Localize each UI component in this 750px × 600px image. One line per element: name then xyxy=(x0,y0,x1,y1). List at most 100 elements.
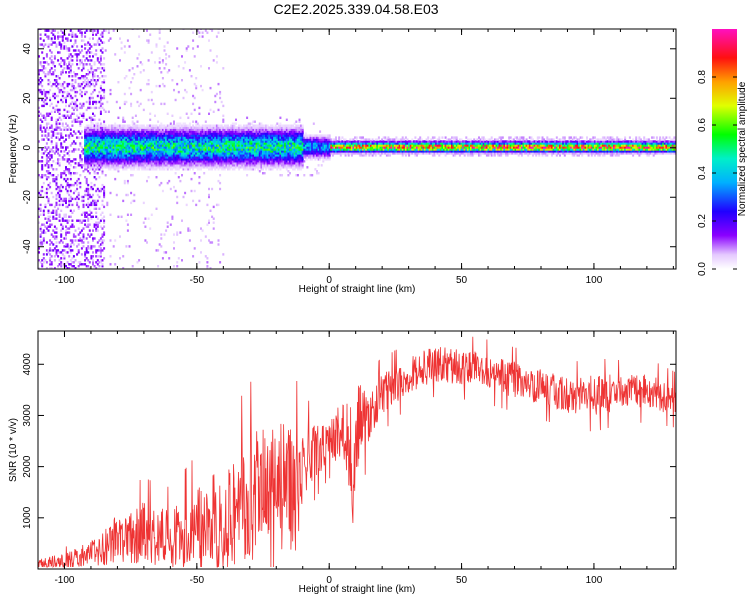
heatmap-cell xyxy=(47,114,50,117)
heatmap-cell xyxy=(281,124,283,127)
heatmap-cell xyxy=(244,148,247,151)
heatmap-cell xyxy=(227,124,229,127)
heatmap-cell xyxy=(39,112,42,115)
heatmap-cell xyxy=(171,158,174,161)
heatmap-cell xyxy=(109,191,112,195)
heatmap-cell xyxy=(165,144,168,147)
heatmap-cell xyxy=(274,132,277,135)
heatmap-cell xyxy=(119,128,121,131)
heatmap-cell xyxy=(131,265,134,268)
heatmap-cell xyxy=(115,138,118,141)
heatmap-cell xyxy=(138,128,141,131)
heatmap-cell xyxy=(84,59,87,62)
heatmap-cell xyxy=(122,124,125,127)
heatmap-cell xyxy=(60,65,63,68)
heatmap-cell xyxy=(271,166,274,169)
heatmap-cell xyxy=(287,170,290,173)
heatmap-cell xyxy=(163,154,166,157)
heatmap-cell xyxy=(58,158,61,161)
heatmap-cell xyxy=(98,37,101,40)
heatmap-cell xyxy=(106,148,109,151)
heatmap-cell xyxy=(208,126,210,129)
heatmap-cell xyxy=(311,156,314,159)
heatmap-cell xyxy=(58,187,61,191)
heatmap-cell xyxy=(161,138,164,141)
heatmap-cell xyxy=(79,164,82,167)
heatmap-cell xyxy=(166,71,169,74)
heatmap-cell xyxy=(42,253,45,256)
heatmap-cell xyxy=(65,219,67,222)
heatmap-cell xyxy=(266,146,269,149)
heatmap-cell xyxy=(269,138,272,141)
heatmap-cell xyxy=(122,199,125,203)
heatmap-cell xyxy=(187,132,190,135)
heatmap-cell xyxy=(45,55,48,58)
heatmap-cell xyxy=(68,168,71,171)
heatmap-cell xyxy=(219,187,222,191)
heatmap-cell xyxy=(187,136,190,139)
heatmap-cell xyxy=(63,140,66,143)
heatmap-cell xyxy=(92,140,94,143)
heatmap-cell xyxy=(147,160,150,163)
heatmap-cell xyxy=(179,156,182,159)
heatmap-cell xyxy=(225,164,228,167)
heatmap-cell xyxy=(208,187,210,191)
heatmap-cell xyxy=(289,158,291,161)
heatmap-cell xyxy=(99,189,102,193)
heatmap-cell xyxy=(95,136,98,139)
heatmap-cell xyxy=(193,154,196,157)
heatmap-cell xyxy=(293,168,296,171)
heatmap-cell xyxy=(38,215,40,218)
heatmap-cell xyxy=(239,164,242,167)
heatmap-cell xyxy=(41,176,44,179)
heatmap-cell xyxy=(258,148,261,151)
heatmap-cell xyxy=(171,154,174,157)
heatmap-cell xyxy=(99,213,102,216)
heatmap-cell xyxy=(99,110,102,113)
heatmap-cell xyxy=(211,126,214,129)
heatmap-cell xyxy=(50,134,53,137)
heatmap-cell xyxy=(198,132,201,135)
heatmap-cell xyxy=(219,158,222,161)
heatmap-cell xyxy=(296,162,299,165)
heatmap-cell xyxy=(165,138,168,141)
heatmap-cell xyxy=(215,35,218,38)
heatmap-cell xyxy=(58,63,61,66)
heatmap-cell xyxy=(249,146,252,149)
heatmap-cell xyxy=(95,211,98,214)
heatmap-cell xyxy=(53,69,56,72)
heatmap-cell xyxy=(168,134,171,137)
heatmap-cell xyxy=(174,98,177,102)
heatmap-cell xyxy=(171,114,174,117)
heatmap-cell xyxy=(45,142,48,145)
heatmap-cell xyxy=(109,154,112,157)
heatmap-cell xyxy=(271,160,274,163)
heatmap-cell xyxy=(241,166,244,169)
heatmap-cell xyxy=(274,156,277,159)
heatmap-cell xyxy=(111,130,114,133)
heatmap-cell xyxy=(171,146,174,149)
heatmap-cell xyxy=(284,138,287,141)
heatmap-cell xyxy=(90,148,93,151)
heatmap-cell xyxy=(255,148,258,151)
heatmap-cell xyxy=(215,203,218,207)
heatmap-cell xyxy=(95,189,98,193)
heatmap-cell xyxy=(306,148,309,151)
heatmap-cell xyxy=(119,37,121,40)
heatmap-cell xyxy=(117,166,120,169)
heatmap-cell xyxy=(208,221,210,224)
heatmap-cell xyxy=(276,122,279,125)
heatmap-cell xyxy=(134,164,137,167)
heatmap-cell xyxy=(185,126,188,129)
heatmap-cell xyxy=(173,265,175,268)
heatmap-cell xyxy=(149,144,152,147)
heatmap-cell xyxy=(55,150,58,153)
heatmap-cell xyxy=(289,156,291,159)
heatmap-cell xyxy=(85,84,88,88)
heatmap-cell xyxy=(204,152,207,155)
heatmap-cell xyxy=(174,162,177,165)
heatmap-cell xyxy=(295,164,298,167)
heatmap-cell xyxy=(101,96,104,100)
heatmap-cell xyxy=(90,233,93,236)
heatmap-cell xyxy=(242,162,245,165)
